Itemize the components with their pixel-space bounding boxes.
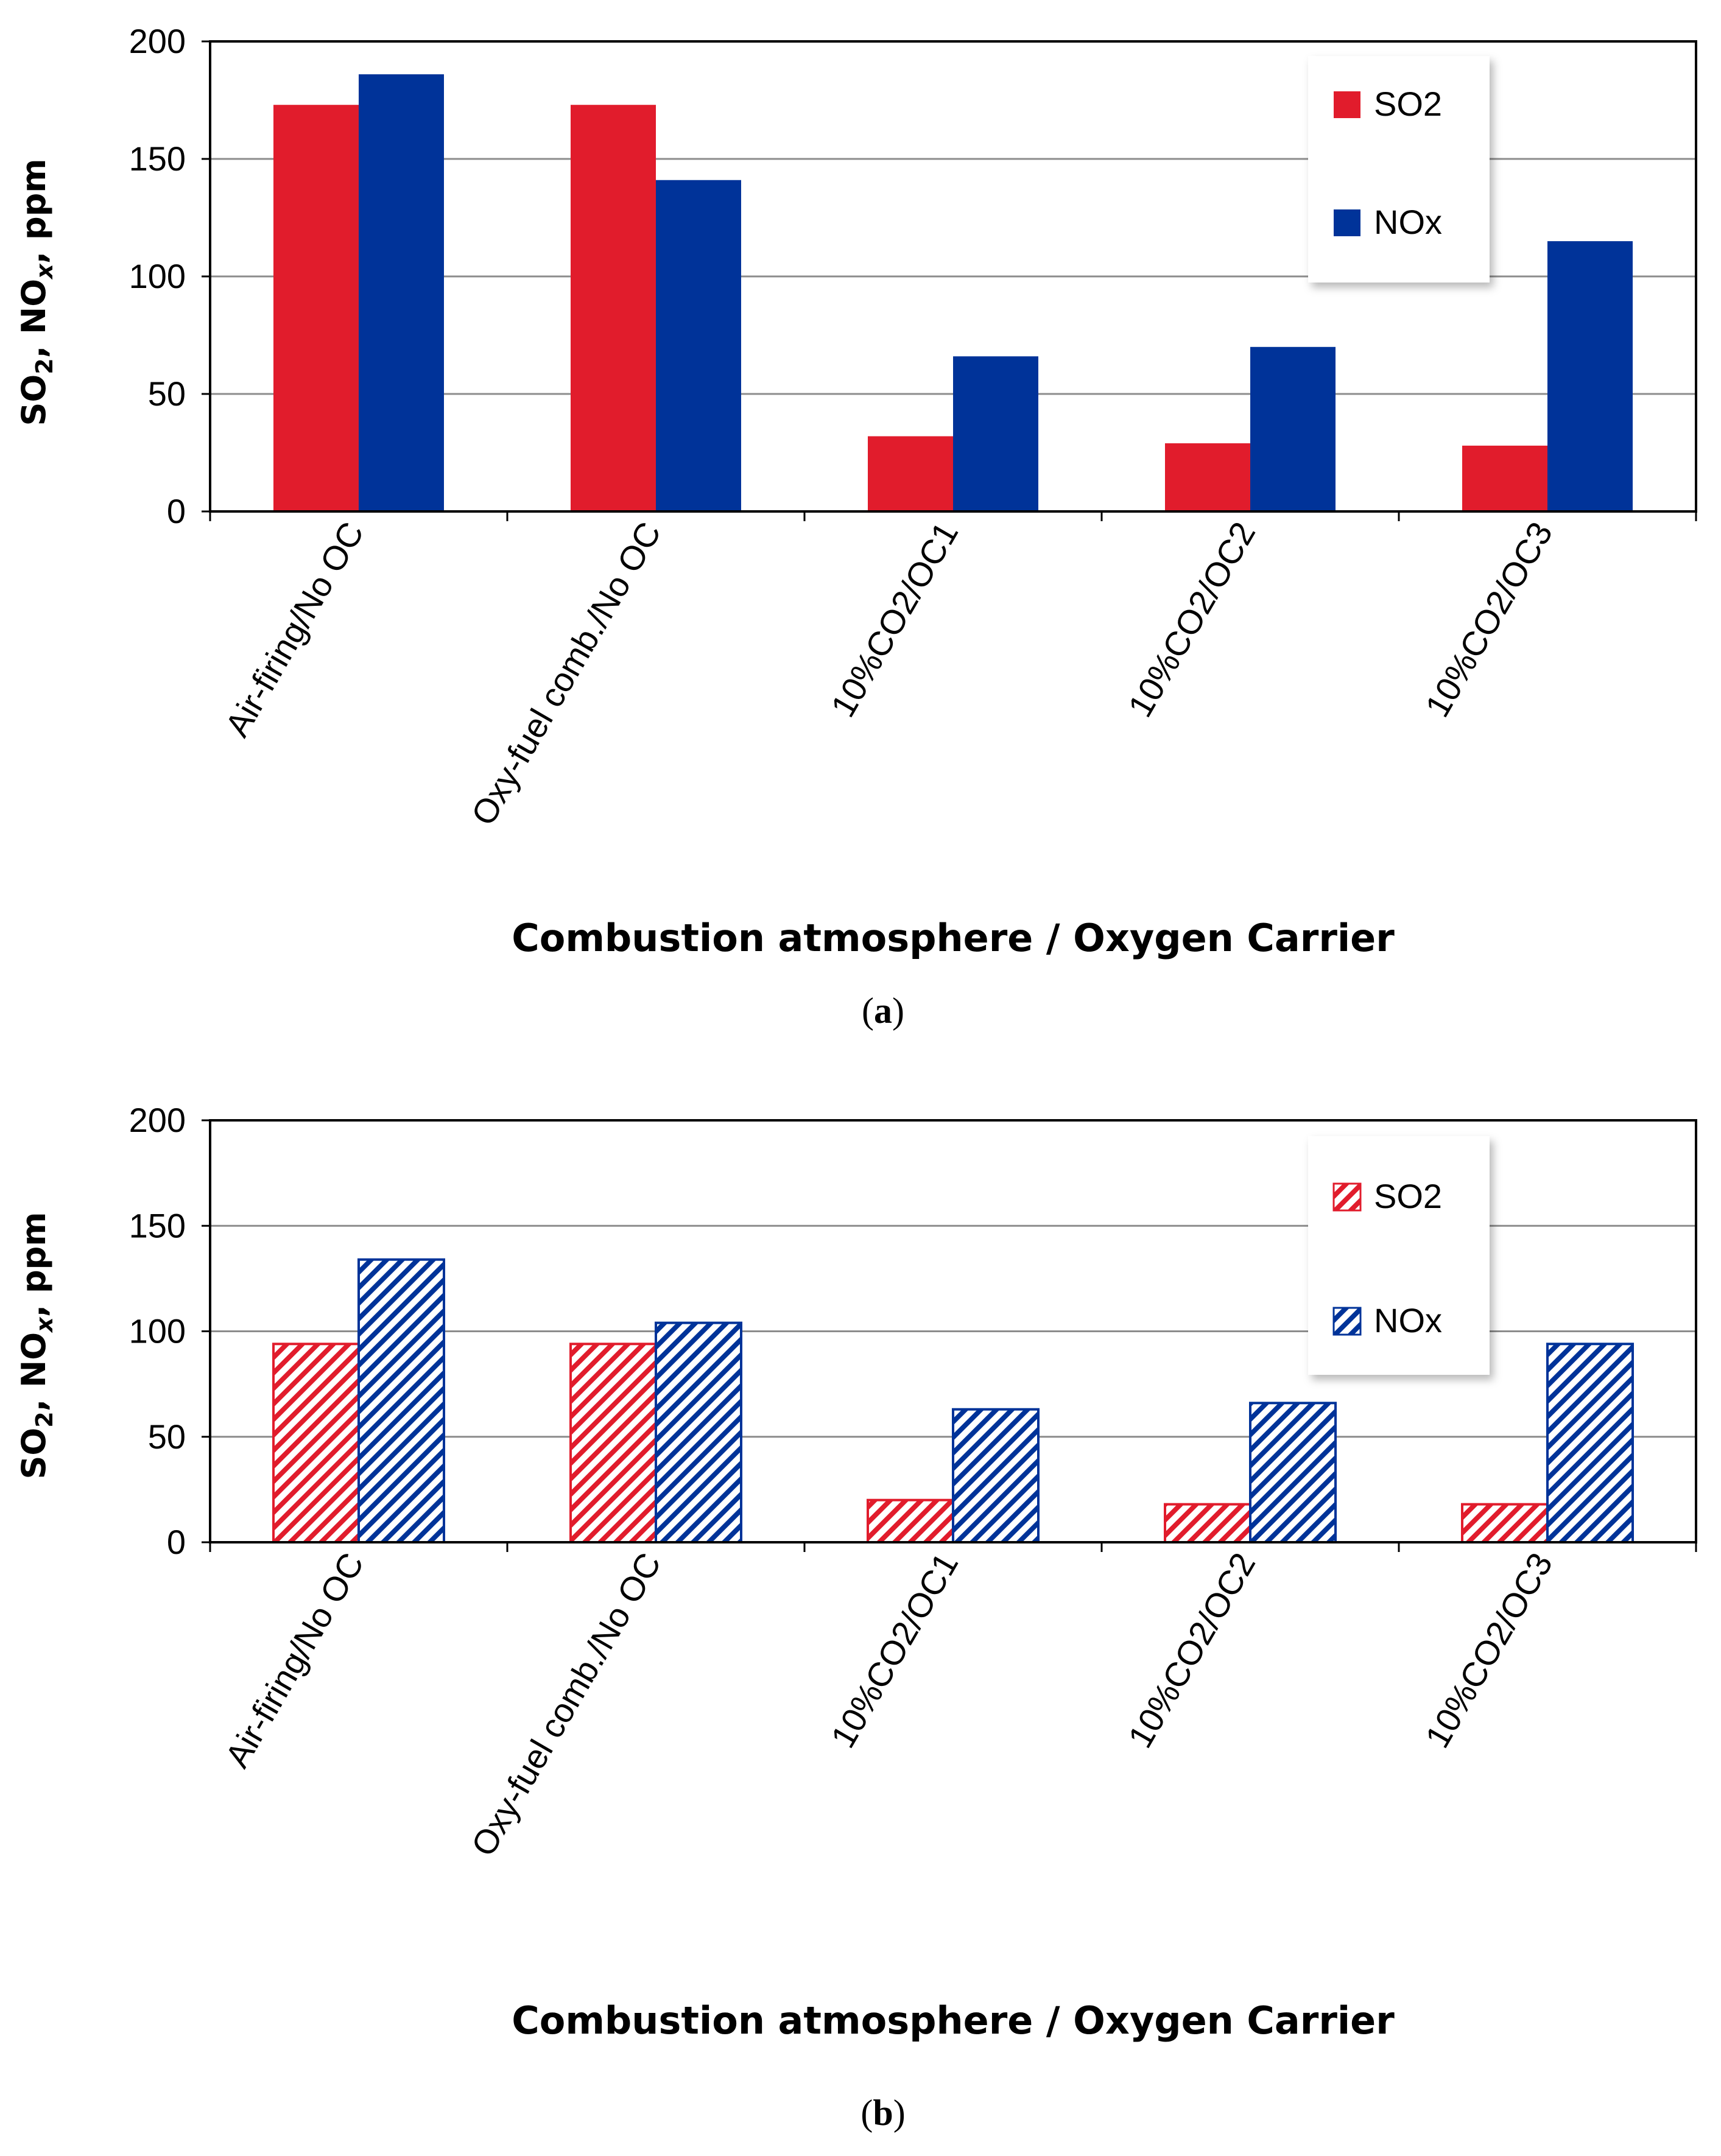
chart-b: 0 50 100 150 200 Air-firing/No OC Oxy-fuel co… xyxy=(15,1101,1697,2133)
bar-so2-4 xyxy=(1164,1503,1251,1543)
bar-nox-5 xyxy=(1547,241,1633,511)
y-tick-label: 200 xyxy=(129,1101,186,1139)
chart-a-caption: (a) xyxy=(862,991,904,1031)
bar-nox-4 xyxy=(1249,1402,1337,1544)
bar-nox-5 xyxy=(1546,1343,1634,1544)
chart-b-legend-swatch-nox xyxy=(1332,1307,1362,1336)
y-tick-label: 200 xyxy=(129,22,186,60)
x-category-label: 10%CO2/OC2 xyxy=(1121,1547,1263,1754)
chart-b-x-axis xyxy=(202,1119,1697,1552)
chart-b-y-axis-title: SO2, NOx, ppm xyxy=(15,1212,58,1479)
chart-a-legend-label-nox: NOx xyxy=(1374,203,1442,241)
bar-so2-4 xyxy=(1165,443,1250,511)
chart-b-legend: SO2 NOx xyxy=(1308,1136,1490,1375)
chart-a-x-axis-title: Combustion atmosphere / Oxygen Carrier xyxy=(512,916,1395,960)
chart-b-category-labels: Air-firing/No OC Oxy-fuel comb./No OC 10%C… xyxy=(217,1547,1560,1863)
x-category-label: 10%CO2/OC1 xyxy=(823,516,966,723)
y-tick-label: 0 xyxy=(167,492,186,530)
bar-nox-4 xyxy=(1250,346,1336,511)
bar-so2-3 xyxy=(867,1498,954,1543)
chart-a-bars xyxy=(273,74,1633,512)
chart-b-legend-swatch-so2 xyxy=(1332,1182,1362,1212)
chart-b-legend-label-nox: NOx xyxy=(1374,1301,1442,1340)
x-category-label: 10%CO2/OC3 xyxy=(1418,1547,1560,1754)
x-category-label: 10%CO2/OC2 xyxy=(1121,516,1263,723)
y-tick-label: 50 xyxy=(148,1417,186,1456)
bar-so2-2 xyxy=(571,105,656,512)
bar-nox-2 xyxy=(656,180,741,511)
chart-a-legend-label-so2: SO2 xyxy=(1374,85,1442,123)
chart-a-legend: SO2 NOx xyxy=(1308,56,1490,283)
y-tick-label: 150 xyxy=(129,1206,186,1245)
chart-a-y-axis-title: SO2, NOx, ppm xyxy=(15,158,58,426)
chart-a-legend-swatch-so2 xyxy=(1334,91,1360,118)
x-category-label: 10%CO2/OC3 xyxy=(1418,516,1560,723)
y-tick-label: 100 xyxy=(129,1312,186,1350)
bar-nox-1 xyxy=(357,1258,445,1543)
x-category-label: Oxy-fuel comb./No OC xyxy=(463,516,668,832)
y-tick-label: 50 xyxy=(148,374,186,413)
y-tick-label: 150 xyxy=(129,139,186,178)
chart-b-legend-label-so2: SO2 xyxy=(1374,1177,1442,1215)
x-category-label: 10%CO2/OC1 xyxy=(823,1547,966,1754)
x-category-label: Air-firing/No OC xyxy=(217,516,371,743)
chart-b-caption: (b) xyxy=(861,2093,905,2133)
bar-so2-1 xyxy=(273,105,359,512)
chart-b-bars xyxy=(272,1258,1634,1544)
bar-nox-3 xyxy=(952,1408,1040,1544)
bar-nox-2 xyxy=(655,1321,742,1543)
chart-a-y-axis: 0 50 100 150 200 xyxy=(129,22,186,530)
bar-so2-2 xyxy=(569,1343,657,1544)
bar-nox-1 xyxy=(359,74,444,512)
bar-so2-3 xyxy=(868,436,953,511)
y-tick-label: 0 xyxy=(167,1523,186,1561)
bar-so2-1 xyxy=(272,1343,360,1544)
bar-nox-3 xyxy=(953,356,1038,511)
chart-a-x-axis xyxy=(202,40,1697,521)
x-category-label: Air-firing/No OC xyxy=(217,1547,371,1774)
bar-so2-5 xyxy=(1462,445,1547,511)
bar-so2-5 xyxy=(1461,1503,1549,1543)
y-tick-label: 100 xyxy=(129,257,186,295)
chart-b-x-axis-title: Combustion atmosphere / Oxygen Carrier xyxy=(512,1998,1395,2043)
x-category-label: Oxy-fuel comb./No OC xyxy=(463,1547,668,1863)
chart-a-legend-swatch-nox xyxy=(1334,209,1360,236)
chart-a-category-labels: Air-firing/No OC Oxy-fuel comb./No OC 10%C… xyxy=(217,516,1560,832)
chart-b-y-axis: 0 50 100 150 200 xyxy=(129,1101,186,1561)
chart-a: 0 50 100 150 200 Air-firing/No OC Oxy-fuel co… xyxy=(15,22,1697,1031)
